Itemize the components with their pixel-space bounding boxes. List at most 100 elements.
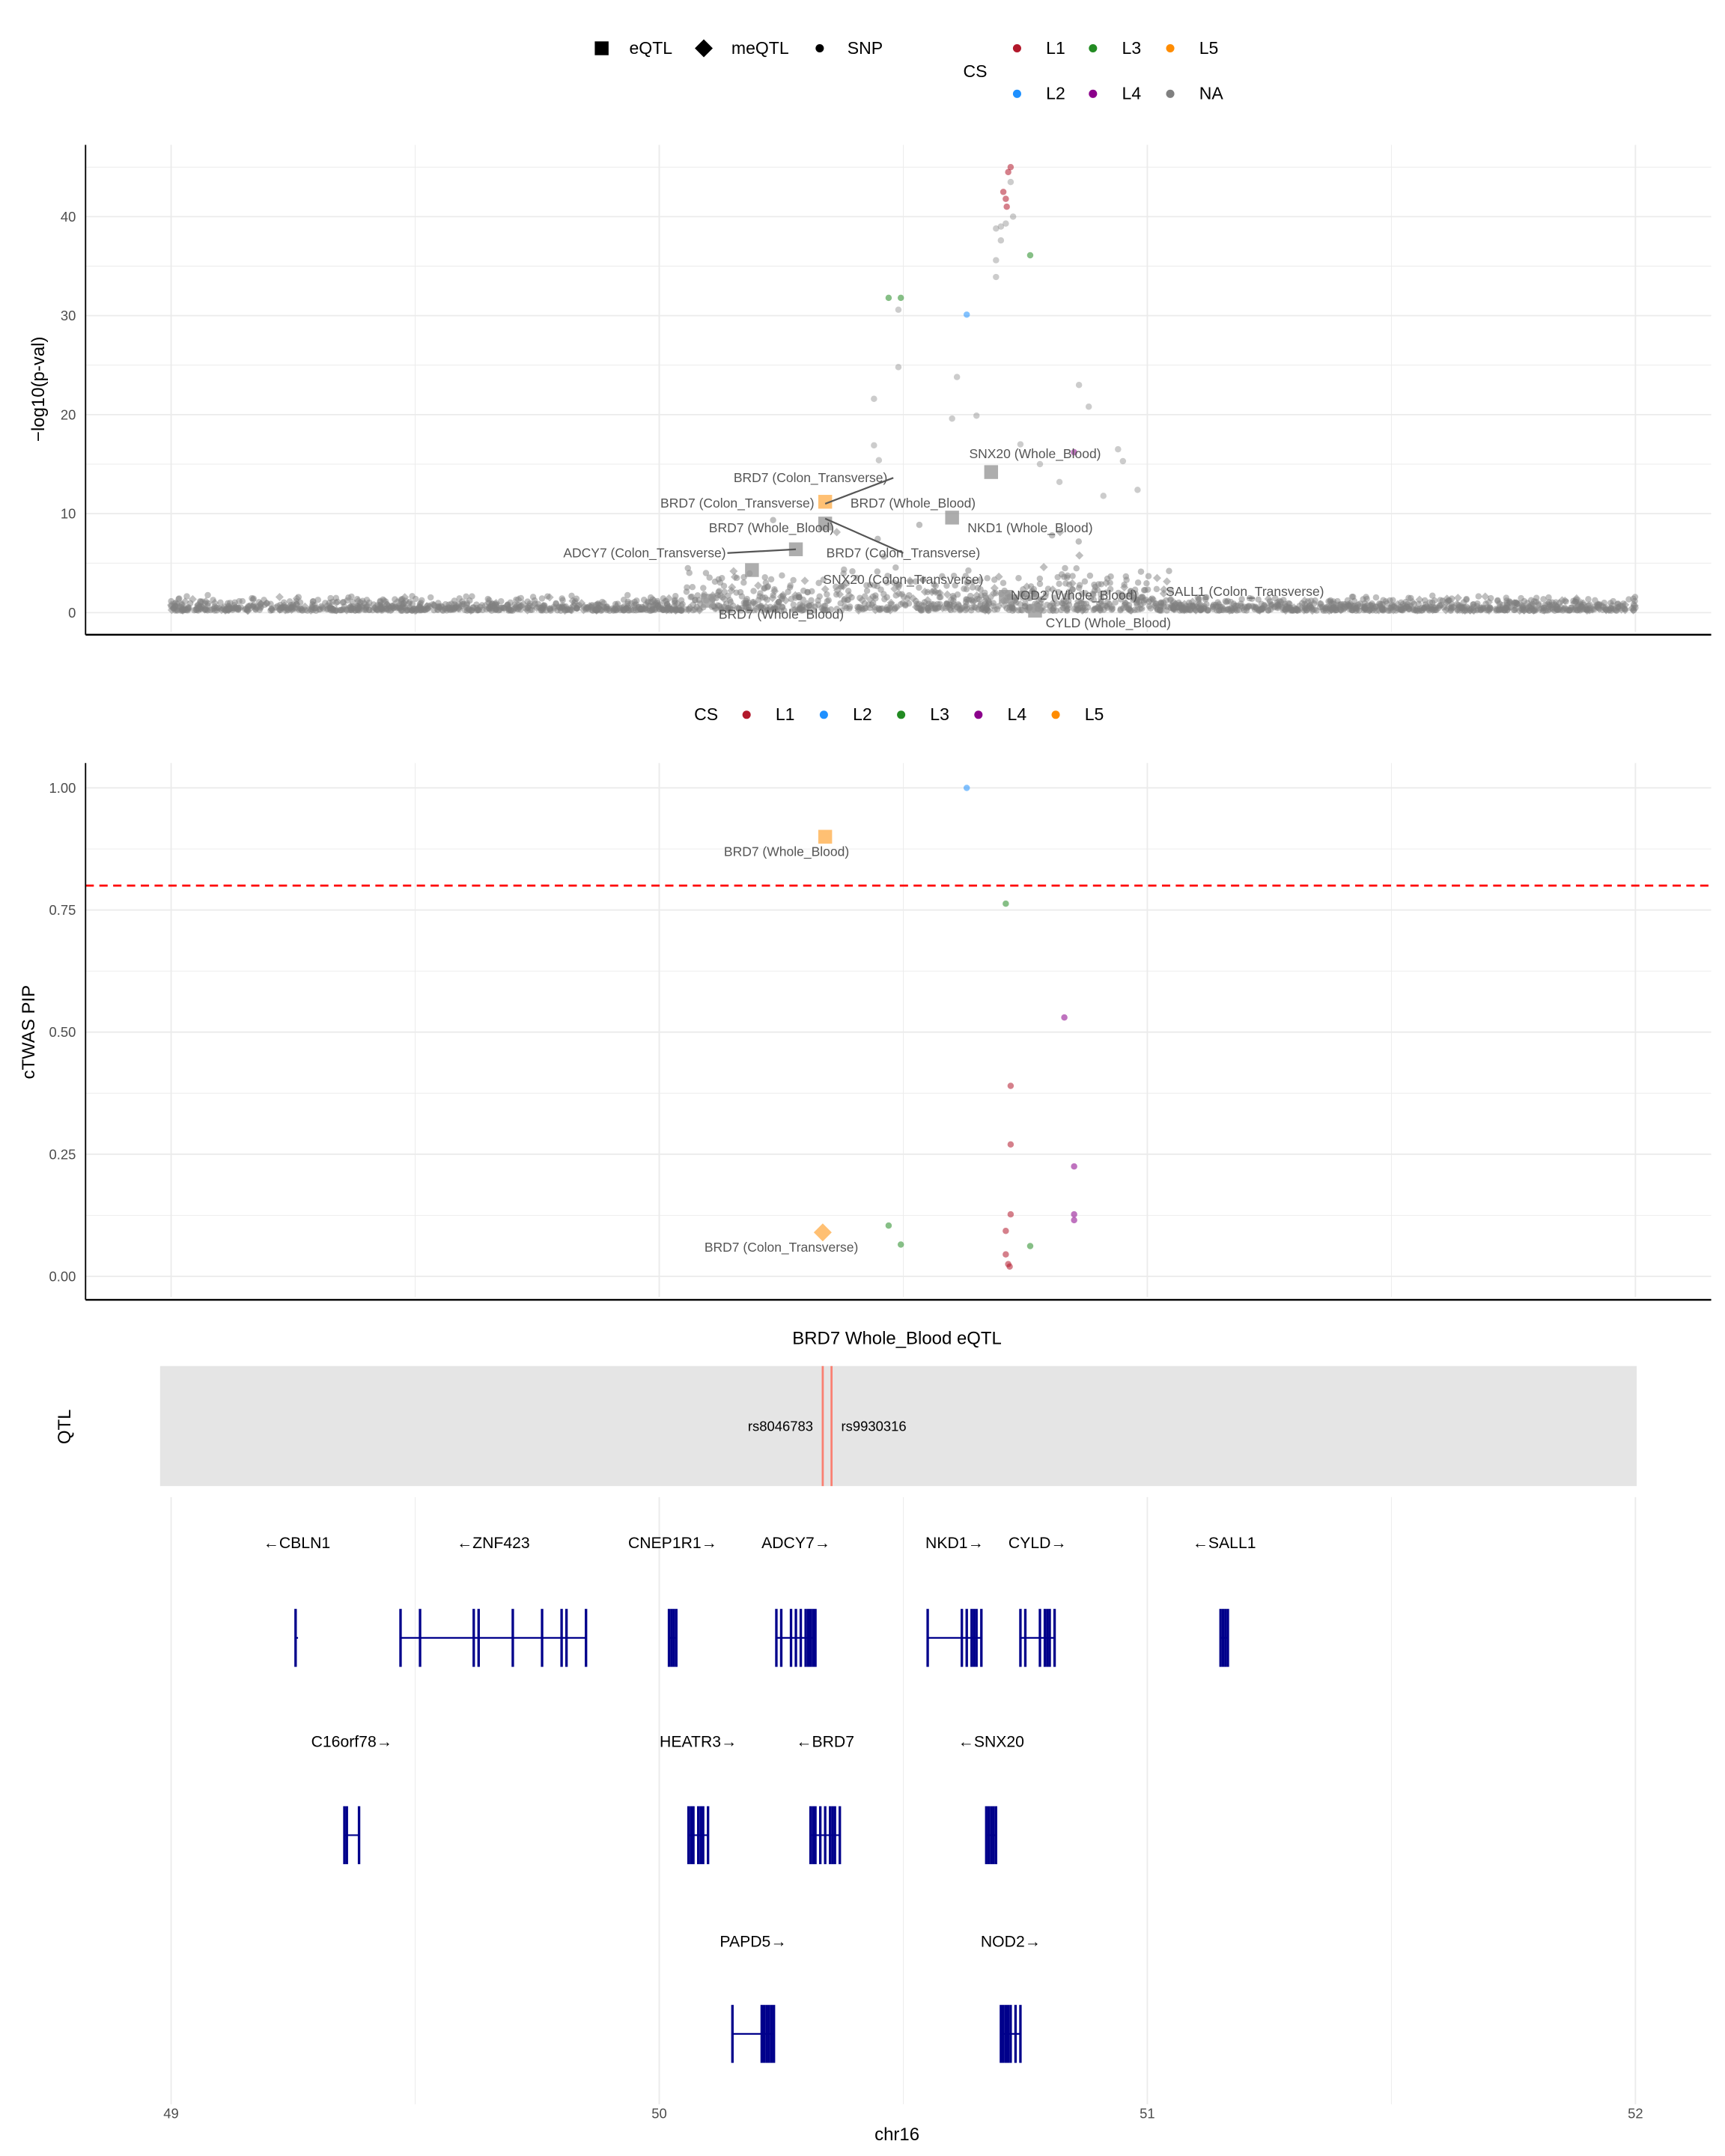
gene-exon	[814, 1806, 817, 1865]
point-label: SALL1 (Colon_Transverse)	[1166, 584, 1324, 600]
gene-label: NKD1→	[925, 1535, 984, 1552]
snp-point	[1540, 596, 1547, 603]
legend-label: eQTL	[629, 38, 672, 58]
track-background	[159, 1365, 1637, 1487]
y-tick-label: 0.75	[49, 902, 76, 918]
snp-point	[1411, 600, 1417, 608]
snp-point	[875, 605, 882, 612]
snp-point	[1075, 551, 1084, 560]
gene-exon	[472, 1609, 475, 1667]
snp-point	[853, 574, 860, 582]
snp-point	[1008, 603, 1016, 610]
gene-exon	[541, 1609, 544, 1667]
snp-point	[1585, 606, 1594, 615]
snp-point	[1512, 599, 1520, 606]
snp-point	[958, 606, 964, 613]
snp-point	[883, 579, 890, 586]
snp-point	[1301, 600, 1308, 608]
gene-exon	[794, 1609, 797, 1667]
snp-point	[624, 607, 632, 614]
snp-point	[1039, 563, 1048, 572]
snp-point	[1055, 588, 1062, 596]
snp-point	[764, 607, 771, 614]
snp-point	[1119, 457, 1127, 465]
gene-exon	[973, 1609, 976, 1667]
snp-point	[994, 572, 1003, 581]
gene-SNX20: ←SNX20	[958, 1733, 1024, 1865]
snp-point	[204, 591, 211, 599]
snp-point	[880, 553, 887, 560]
gene-exon	[477, 1609, 480, 1667]
y-tick-label: 1.00	[49, 780, 76, 796]
gene-exon	[985, 1806, 988, 1865]
snp-point	[982, 589, 988, 597]
snp-point	[1015, 575, 1022, 582]
snp-point	[845, 588, 852, 594]
pip-point-L1	[1006, 1263, 1013, 1270]
snp-point	[1420, 604, 1429, 613]
gene-exon	[1053, 1609, 1056, 1667]
gene-exon	[829, 1806, 832, 1865]
snp-point	[715, 576, 722, 583]
snp-point	[1076, 582, 1083, 588]
cs-point-L1	[1007, 164, 1014, 171]
pip-point-L4	[1071, 1216, 1077, 1224]
snp-point	[724, 605, 731, 612]
snp-point	[1436, 602, 1443, 609]
snp-point	[202, 606, 209, 612]
pip-point-L2	[963, 785, 970, 791]
pip-point-L1	[1007, 1211, 1014, 1218]
snp-point	[1560, 606, 1567, 613]
snp-point	[1091, 581, 1098, 588]
cs-point-L1	[1003, 203, 1010, 210]
snp-point	[1625, 596, 1632, 603]
pip-point-L1	[1007, 1141, 1014, 1148]
snp-point	[973, 412, 980, 419]
snp-point	[892, 592, 899, 599]
legend-dot-icon	[742, 710, 751, 719]
snp-point	[1009, 213, 1017, 220]
eqtl-marker	[745, 563, 759, 577]
snp-point	[884, 573, 891, 579]
snp-point	[1203, 601, 1210, 608]
gene-exon	[779, 1609, 783, 1667]
snp-point	[726, 597, 734, 603]
snp-point	[1253, 605, 1260, 612]
snp-point	[1363, 594, 1369, 600]
snp-point	[868, 601, 875, 609]
snp-point	[1233, 607, 1241, 614]
snp-point	[1123, 576, 1130, 583]
snp-point	[459, 598, 466, 605]
snp-point	[768, 594, 777, 603]
snp-point	[511, 601, 518, 609]
snp-point	[1064, 605, 1071, 612]
eqtl-marker	[945, 511, 959, 525]
snp-point	[412, 595, 419, 603]
snp-point	[241, 606, 249, 613]
snp-point	[719, 594, 726, 601]
snp-point	[296, 599, 304, 606]
snp-point	[434, 606, 441, 613]
legend-diamond-icon	[695, 39, 714, 58]
snp-point	[1484, 597, 1493, 606]
snp-point	[1415, 595, 1424, 604]
snp-point	[861, 593, 868, 600]
x-tick-label: 49	[163, 2105, 179, 2121]
snp-point	[1485, 606, 1494, 615]
cs-point-L1	[1000, 189, 1007, 195]
snp-point	[931, 587, 940, 596]
snp-point	[302, 606, 308, 613]
gene-exon	[672, 1609, 675, 1667]
snp-point	[700, 585, 707, 591]
snp-point	[779, 572, 785, 579]
snp-point	[947, 606, 955, 614]
snp-label: rs9930316	[842, 1418, 907, 1434]
gene-exon	[760, 2005, 764, 2063]
gene-exon	[990, 1806, 993, 1865]
snp-point	[977, 600, 984, 608]
legend-title: CS	[964, 61, 988, 81]
snp-point	[639, 603, 648, 612]
snp-point	[1085, 404, 1092, 410]
snp-point	[1137, 568, 1145, 575]
pip-point-L1	[1003, 1228, 1009, 1234]
